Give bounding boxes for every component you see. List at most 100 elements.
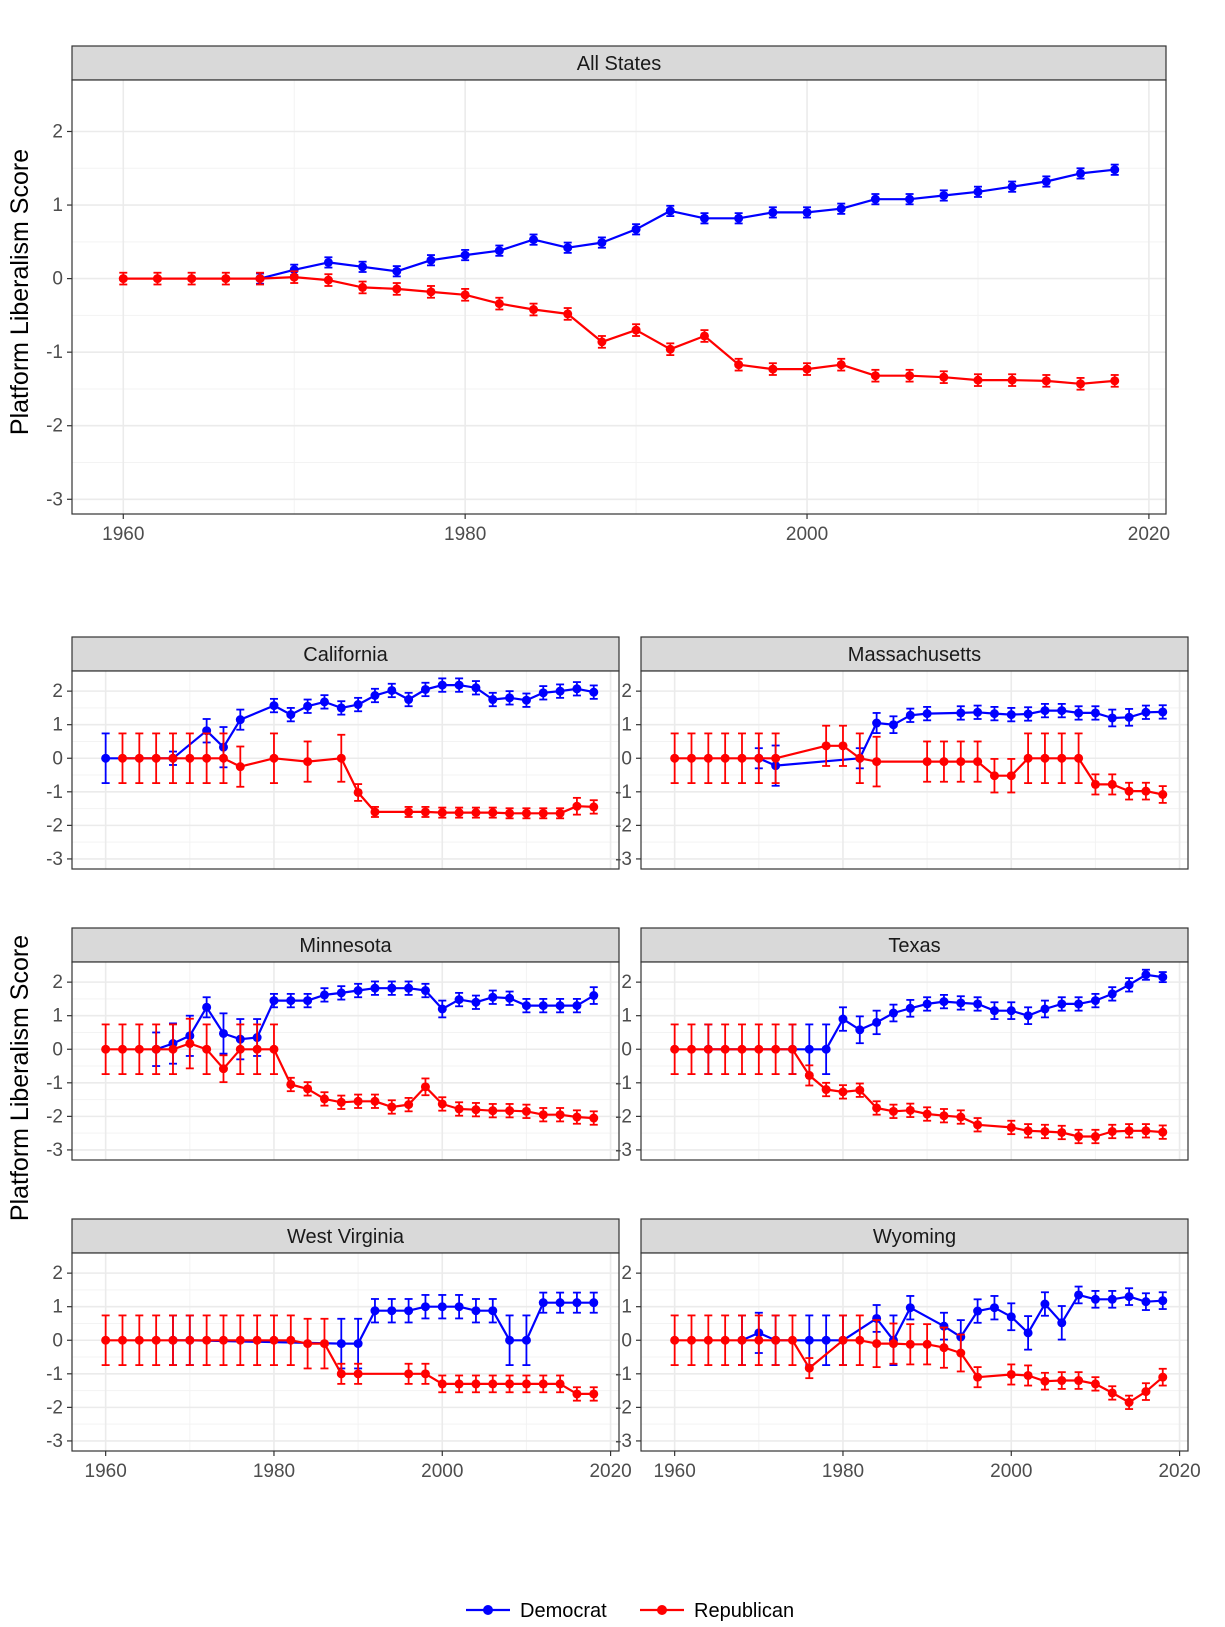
data-point-democrat bbox=[471, 1306, 481, 1316]
data-point-republican bbox=[404, 807, 414, 817]
data-point-democrat bbox=[336, 703, 346, 713]
y-tick-label: 0 bbox=[52, 1039, 63, 1060]
data-point-democrat bbox=[494, 246, 504, 256]
y-tick-label: 1 bbox=[52, 1006, 63, 1027]
data-point-republican bbox=[289, 272, 299, 282]
data-point-republican bbox=[1141, 1387, 1151, 1397]
data-point-democrat bbox=[1107, 989, 1117, 999]
data-point-republican bbox=[686, 753, 696, 763]
data-point-republican bbox=[437, 808, 447, 818]
data-point-democrat bbox=[1057, 706, 1067, 716]
data-point-republican bbox=[202, 1044, 212, 1054]
data-point-republican bbox=[555, 1379, 565, 1389]
y-tick-label: -1 bbox=[46, 782, 63, 803]
data-point-republican bbox=[437, 1099, 447, 1109]
data-point-republican bbox=[370, 1096, 380, 1106]
data-point-democrat bbox=[563, 243, 573, 253]
series-line-republican bbox=[674, 1339, 1164, 1404]
data-point-republican bbox=[392, 284, 402, 294]
y-tick-label: -2 bbox=[46, 815, 63, 836]
data-point-democrat bbox=[1124, 1292, 1134, 1302]
data-point-democrat bbox=[269, 996, 279, 1006]
facet-panel-minnesota: Minnesota -3 -2 -1 0 1 2 bbox=[46, 927, 620, 1161]
y-axis-title-bottom: Platform Liberalism Score bbox=[6, 935, 34, 1221]
facet-panel-california: California -3 -2 -1 0 1 2 bbox=[46, 636, 620, 870]
data-point-republican bbox=[521, 1106, 531, 1116]
y-tick-label: -3 bbox=[615, 1431, 632, 1452]
data-point-democrat bbox=[420, 684, 430, 694]
data-point-democrat bbox=[370, 983, 380, 993]
data-point-democrat bbox=[521, 1335, 531, 1345]
data-point-republican bbox=[303, 1084, 313, 1094]
data-point-democrat bbox=[353, 986, 363, 996]
data-point-republican bbox=[303, 757, 313, 767]
data-point-republican bbox=[855, 753, 865, 763]
data-point-republican bbox=[754, 1335, 764, 1345]
data-point-republican bbox=[1041, 376, 1051, 386]
y-tick-label: -1 bbox=[615, 1073, 632, 1094]
data-point-democrat bbox=[1107, 713, 1117, 723]
y-tick-label: -3 bbox=[615, 849, 632, 870]
y-tick-label: -3 bbox=[46, 489, 63, 510]
data-point-democrat bbox=[437, 1302, 447, 1312]
data-point-democrat bbox=[454, 995, 464, 1005]
data-point-democrat bbox=[387, 1306, 397, 1316]
data-point-democrat bbox=[597, 238, 607, 248]
data-point-republican bbox=[838, 1335, 848, 1345]
legend-key-point-democrat bbox=[483, 1605, 493, 1615]
data-point-democrat bbox=[1057, 1318, 1067, 1328]
data-point-republican bbox=[1023, 1370, 1033, 1380]
series-line-republican bbox=[123, 276, 1115, 385]
series-democrat bbox=[151, 980, 599, 1067]
data-point-democrat bbox=[836, 204, 846, 214]
data-point-democrat bbox=[488, 992, 498, 1002]
data-point-democrat bbox=[1076, 168, 1086, 178]
data-point-republican bbox=[1076, 379, 1086, 389]
facet-strip-label: Minnesota bbox=[299, 935, 392, 957]
data-point-democrat bbox=[521, 1001, 531, 1011]
data-point-republican bbox=[1141, 1126, 1151, 1136]
facet-strip bbox=[640, 1218, 1189, 1254]
data-point-republican bbox=[939, 757, 949, 767]
data-point-democrat bbox=[555, 1298, 565, 1308]
data-point-democrat bbox=[387, 685, 397, 695]
data-point-democrat bbox=[1006, 710, 1016, 720]
data-point-republican bbox=[521, 1379, 531, 1389]
series-republican bbox=[670, 724, 1168, 804]
data-point-republican bbox=[939, 1343, 949, 1353]
data-point-republican bbox=[358, 282, 368, 292]
y-tick-label: -3 bbox=[46, 1431, 63, 1452]
data-point-republican bbox=[235, 1044, 245, 1054]
facet-panel-texas: Texas -3 -2 -1 0 1 2 bbox=[615, 927, 1189, 1161]
y-tick-label: 2 bbox=[621, 681, 632, 702]
data-point-democrat bbox=[488, 695, 498, 705]
data-point-democrat bbox=[1158, 707, 1168, 717]
series-democrat bbox=[255, 163, 1120, 285]
data-point-republican bbox=[202, 1335, 212, 1345]
facet-strip-label: West Virginia bbox=[287, 1226, 405, 1248]
data-point-republican bbox=[185, 1335, 195, 1345]
data-point-republican bbox=[151, 1044, 161, 1054]
data-point-democrat bbox=[269, 701, 279, 711]
data-point-republican bbox=[737, 1335, 747, 1345]
y-tick-label: 0 bbox=[621, 748, 632, 769]
data-point-democrat bbox=[426, 255, 436, 265]
data-point-republican bbox=[1124, 786, 1134, 796]
series-republican bbox=[117, 732, 599, 820]
data-point-republican bbox=[1107, 779, 1117, 789]
data-point-republican bbox=[505, 1106, 515, 1116]
data-point-democrat bbox=[358, 262, 368, 272]
y-tick-label: -1 bbox=[615, 1364, 632, 1385]
panel-background bbox=[641, 671, 1188, 869]
data-point-democrat bbox=[471, 997, 481, 1007]
y-tick-label: 0 bbox=[621, 1039, 632, 1060]
data-point-republican bbox=[521, 808, 531, 818]
data-point-democrat bbox=[768, 207, 778, 217]
data-point-republican bbox=[218, 753, 228, 763]
data-point-democrat bbox=[437, 1004, 447, 1014]
data-point-democrat bbox=[370, 1306, 380, 1316]
legend-label-democrat: Democrat bbox=[520, 1600, 607, 1622]
data-point-republican bbox=[269, 1335, 279, 1345]
data-point-democrat bbox=[572, 1298, 582, 1308]
